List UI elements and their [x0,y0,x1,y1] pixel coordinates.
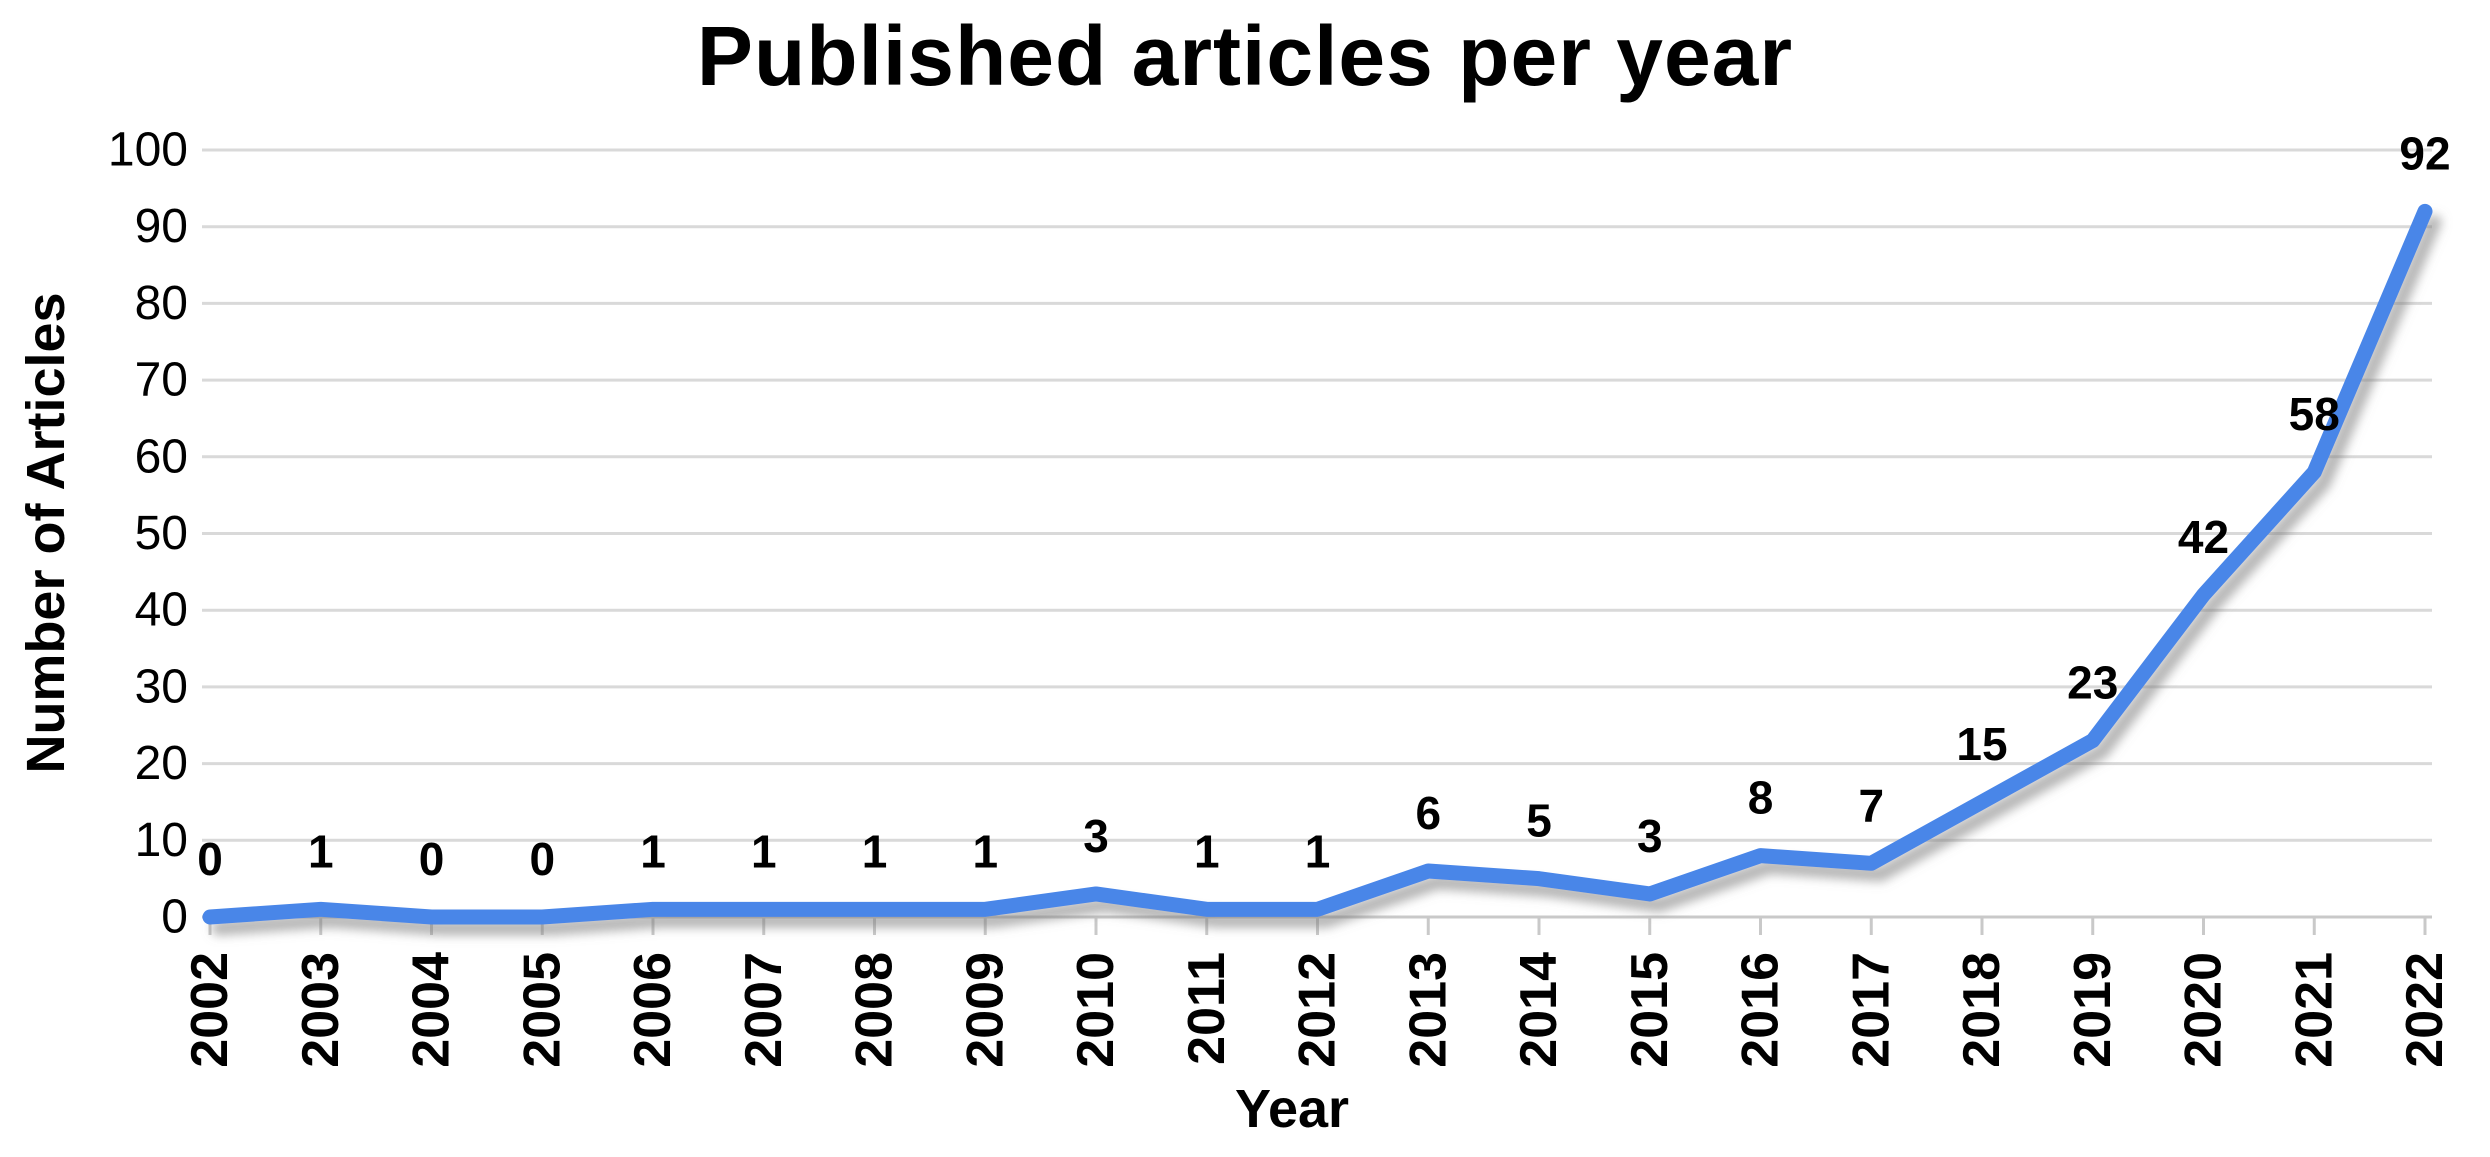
data-point-label: 5 [1526,795,1552,847]
x-tick-label: 2016 [1732,952,1790,1068]
series-line [202,203,2433,925]
y-tick-label: 50 [135,507,188,560]
x-tick-label: 2007 [735,952,793,1068]
x-axis-title: Year [1234,1079,1350,1139]
data-point-label: 58 [2289,388,2340,440]
x-tick-label: 2004 [403,952,461,1068]
x-tick-label: 2008 [846,952,904,1068]
y-tick-label: 40 [135,584,188,637]
x-tick-label: 2010 [1067,952,1125,1068]
y-tick-labels: 0 10 20 30 40 50 60 70 80 90 100 [108,124,188,944]
x-tick-label: 2022 [2396,952,2454,1068]
data-point-label: 1 [308,825,334,877]
x-tick-label: 2003 [292,952,350,1068]
data-point-label: 0 [419,833,445,885]
x-tick-label: 2013 [1399,952,1457,1068]
x-tick-label: 2009 [956,952,1014,1068]
data-point-label: 1 [1305,825,1331,877]
data-point-label: 42 [2178,511,2229,563]
x-tick-label: 2006 [624,952,682,1068]
data-point-label: 15 [1956,718,2007,770]
y-tick-label: 30 [135,660,188,713]
x-tick-label: 2021 [2285,952,2343,1068]
data-point-label: 7 [1858,779,1884,831]
data-point-label: 3 [1083,810,1109,862]
data-point-label: 1 [972,825,998,877]
chart-title: Published articles per year [696,9,1794,103]
y-tick-label: 10 [135,814,188,867]
data-point-label: 23 [2067,657,2118,709]
x-tick-label: 2002 [181,952,239,1068]
data-point-label: 1 [640,825,666,877]
data-point-label: 0 [529,833,555,885]
x-tick-label: 2014 [1510,952,1568,1068]
y-tick-label: 90 [135,200,188,253]
y-tick-label: 70 [135,354,188,407]
data-point-label: 1 [1194,825,1220,877]
x-tick-label: 2017 [1842,952,1900,1068]
y-tick-label: 100 [108,124,188,177]
y-tick-label: 20 [135,737,188,790]
x-tick-label: 2015 [1621,952,1679,1068]
data-point-label: 3 [1637,810,1663,862]
y-tick-label: 60 [135,430,188,483]
x-tick-label: 2005 [513,952,571,1068]
data-point-labels: 0 1 0 0 1 1 1 1 3 1 1 6 5 3 8 7 15 23 42 58 92 [197,127,2450,885]
y-tick-label: 80 [135,277,188,330]
x-tick-label: 2012 [1289,952,1347,1068]
data-point-label: 1 [862,825,888,877]
x-tick-label: 2011 [1178,952,1236,1065]
x-tick-label: 2019 [2064,952,2122,1068]
data-point-label: 92 [2399,127,2450,179]
x-tick-labels: 2002 2003 2004 2005 2006 2007 2008 2009 2010 2011… [181,952,2454,1068]
data-point-label: 8 [1748,772,1774,824]
data-point-label: 1 [751,825,777,877]
data-point-label: 0 [197,833,223,885]
x-axis-ticks [208,917,2427,935]
y-tick-label: 0 [161,891,188,944]
gridlines [202,148,2432,919]
x-tick-label: 2018 [1953,952,2011,1068]
x-tick-label: 2020 [2175,952,2233,1068]
data-point-label: 6 [1415,787,1441,839]
